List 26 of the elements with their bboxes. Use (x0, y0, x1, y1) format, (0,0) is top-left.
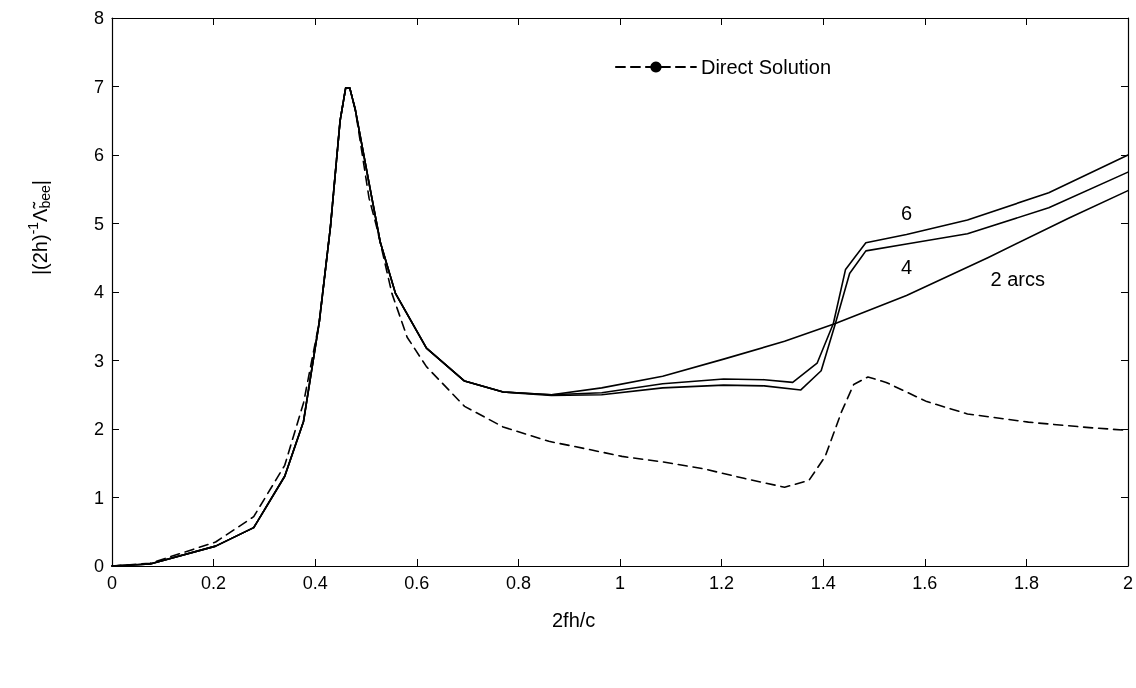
y-axis-title: |(2h)-1Λ̃bee| (25, 179, 53, 276)
y-tick-label: 1 (93, 487, 104, 508)
y-tick-label: 7 (93, 76, 104, 97)
series-label: 4 (900, 256, 913, 279)
x-tick-label: 1 (614, 573, 626, 593)
series-label: 2 arcs (990, 267, 1046, 290)
y-tick-label: 5 (93, 213, 104, 234)
x-tick-label: 1.8 (1013, 573, 1039, 593)
x-tick-label: 0.6 (404, 573, 430, 593)
x-axis-title: 2fh/c (552, 609, 596, 631)
series-label: 6 (900, 202, 913, 225)
x-tick-label: 1.2 (709, 573, 735, 593)
x-tick-label: 1.4 (810, 573, 836, 593)
x-tick-label: 0.8 (505, 573, 531, 593)
legend-label: Direct Solution (700, 56, 831, 78)
y-tick-label: 6 (93, 145, 104, 165)
y-tick-label: 4 (93, 282, 104, 302)
x-tick-label: 2 (1122, 573, 1133, 593)
y-tick-label: 2 (93, 419, 104, 439)
x-tick-label: 0.4 (302, 573, 328, 593)
y-tick-label: 3 (93, 350, 104, 371)
y-tick-label: 8 (93, 8, 104, 28)
x-tick-label: 1.6 (912, 573, 938, 593)
x-tick-label: 0 (106, 573, 118, 593)
x-tick-label: 0.2 (201, 573, 227, 593)
y-tick-label: 0 (93, 556, 104, 576)
